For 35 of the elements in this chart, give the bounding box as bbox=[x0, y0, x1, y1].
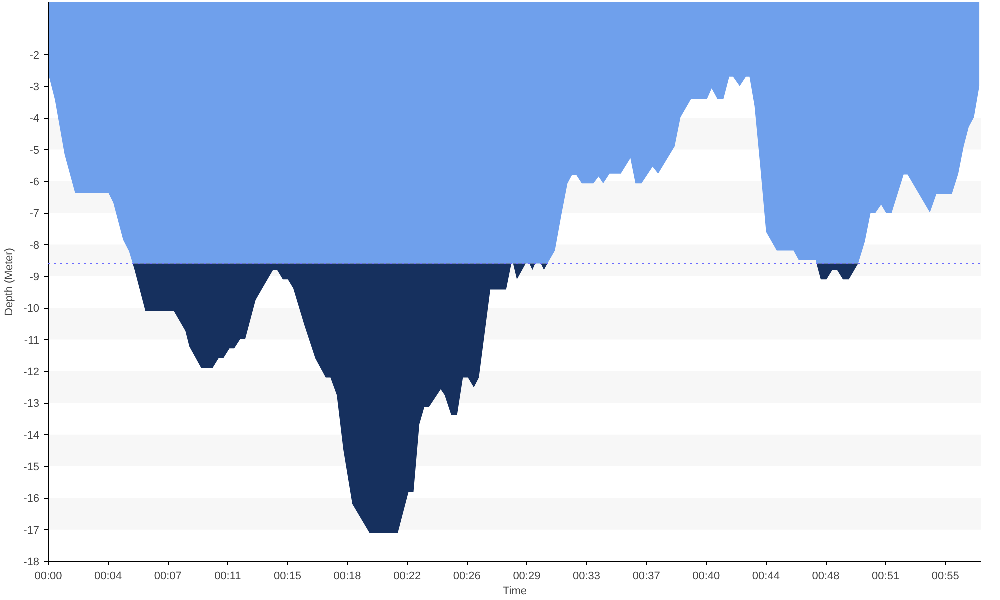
x-tick-label: 00:26 bbox=[453, 570, 481, 582]
y-tick-label: -9 bbox=[30, 271, 40, 284]
x-tick-label: 00:22 bbox=[394, 570, 422, 582]
x-tick-label: 00:37 bbox=[632, 570, 660, 582]
x-tick-label: 00:18 bbox=[334, 570, 362, 582]
y-tick-label: -8 bbox=[30, 240, 40, 252]
y-tick-label: -12 bbox=[24, 366, 40, 378]
y-tick-label: -6 bbox=[30, 176, 40, 188]
y-tick-label: -7 bbox=[30, 208, 40, 220]
x-tick-label: 00:11 bbox=[214, 570, 242, 582]
y-tick-label: -13 bbox=[24, 398, 40, 410]
x-tick-label: 00:55 bbox=[932, 570, 960, 582]
x-tick-label: 00:29 bbox=[513, 570, 541, 582]
x-tick-label: 00:40 bbox=[692, 570, 720, 582]
y-tick-label: -17 bbox=[24, 524, 40, 537]
x-tick-label: 00:04 bbox=[94, 570, 122, 582]
y-tick-label: -14 bbox=[24, 430, 40, 442]
y-tick-label: -2 bbox=[30, 50, 40, 62]
y-tick-label: -10 bbox=[24, 303, 40, 316]
y-tick-label: -18 bbox=[24, 556, 40, 568]
x-tick-label: 00:44 bbox=[752, 570, 780, 582]
x-tick-label: 00:00 bbox=[34, 570, 62, 582]
x-tick-label: 00:33 bbox=[573, 570, 601, 582]
y-tick-label: -5 bbox=[30, 144, 40, 157]
x-tick-label: 00:07 bbox=[154, 570, 182, 582]
y-tick-label: -4 bbox=[30, 113, 40, 126]
x-tick-label: 00:15 bbox=[274, 570, 302, 582]
y-tick-label: -11 bbox=[24, 334, 40, 347]
y-tick-label: -16 bbox=[24, 493, 40, 506]
x-tick-label: 00:51 bbox=[872, 570, 900, 582]
x-axis-title: Time bbox=[502, 586, 528, 598]
y-axis-title: Depth (Meter) bbox=[4, 248, 16, 316]
y-tick-label: -15 bbox=[24, 461, 40, 474]
y-tick-label: -3 bbox=[30, 81, 40, 94]
x-tick-label: 00:48 bbox=[812, 570, 840, 582]
